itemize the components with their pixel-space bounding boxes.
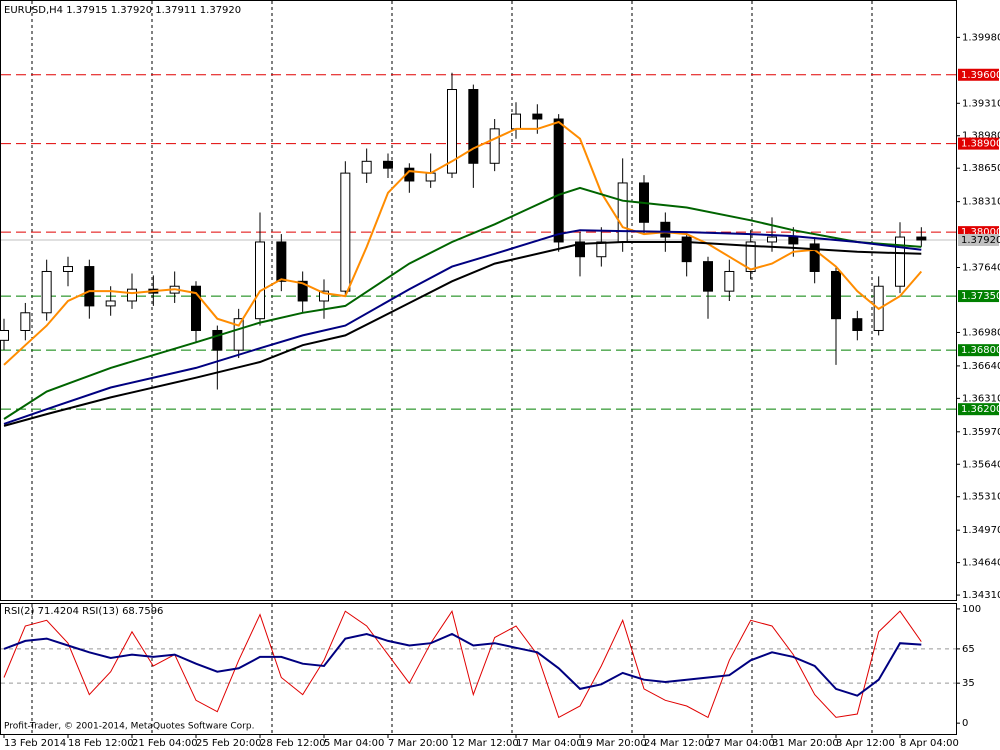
x-tick-label: 13 Feb 2014	[4, 738, 66, 749]
x-tick-label: 18 Feb 12:00	[68, 738, 134, 749]
candle-body	[916, 236, 927, 241]
y-tick-label: 1.37640	[962, 263, 1000, 274]
candle-body	[361, 160, 372, 174]
rsi-line	[3, 609, 922, 719]
candle-body	[660, 221, 671, 238]
x-tick-label: 7 Mar 20:00	[388, 738, 448, 749]
candle-body	[489, 128, 500, 164]
candle-body	[617, 182, 628, 243]
level-tag	[958, 290, 999, 303]
candle-body	[703, 261, 713, 292]
candle-body	[681, 236, 692, 263]
x-tick-label: 12 Mar 12:00	[452, 738, 519, 749]
candle-body	[255, 241, 265, 320]
moving-average	[3, 186, 922, 420]
level-label: 1.37350	[961, 291, 1000, 302]
rsi-line	[3, 632, 922, 697]
candle-body	[788, 236, 799, 245]
candle-body	[809, 243, 820, 272]
candle-body	[745, 241, 756, 272]
level-tag	[958, 137, 999, 150]
candle-body	[383, 160, 393, 169]
candle-body	[511, 113, 521, 130]
x-tick-label: 3 Apr 12:00	[836, 738, 895, 749]
y-tick-label: 1.34310	[962, 590, 1000, 601]
candle-body	[895, 236, 905, 287]
level-label: 1.36800	[961, 345, 1000, 356]
y-tick-label: 1.39310	[962, 98, 1000, 109]
footer: Profit-Trader, © 2001-2014, MetaQuotes S…	[4, 722, 254, 732]
y-tick-label: 1.36980	[962, 327, 1000, 338]
level-tag	[958, 403, 999, 416]
y-tick-label: 1.38650	[962, 163, 1000, 174]
y-tick-label: 1.35970	[962, 427, 1000, 438]
candle-body	[212, 329, 223, 351]
y-tick-label: 100	[962, 604, 981, 615]
candle-body	[852, 318, 863, 331]
level-label: 1.38900	[961, 139, 1000, 150]
y-tick-label: 1.35310	[962, 492, 1000, 503]
x-tick-label: 21 Feb 04:00	[132, 738, 198, 749]
y-tick-label: 1.34640	[962, 558, 1000, 569]
moving-average	[3, 229, 922, 425]
candle-body	[20, 312, 31, 331]
candle-body	[105, 300, 116, 307]
level-tag	[958, 344, 999, 357]
candle-body	[127, 288, 137, 302]
candle-body	[425, 172, 436, 182]
x-tick-label: 17 Mar 04:00	[516, 738, 583, 749]
y-tick-label: 0	[962, 718, 968, 729]
candle-body	[767, 236, 777, 243]
y-tick-label: 1.36310	[962, 393, 1000, 404]
candle-body	[468, 89, 479, 164]
candle-body	[596, 241, 607, 258]
candle-body	[319, 290, 329, 302]
moving-average	[3, 120, 923, 366]
separators	[31, 1, 873, 734]
level-tag	[958, 68, 999, 81]
price-panel	[0, 0, 957, 601]
price-label: 1.37920	[961, 235, 1000, 246]
x-tick-label: 5 Mar 04:00	[324, 738, 384, 749]
x-tick-label: 27 Mar 04:00	[708, 738, 775, 749]
candle-body	[831, 270, 841, 320]
y-tick-label: 1.38980	[962, 131, 1000, 142]
x-tick-label: 25 Feb 20:00	[196, 738, 262, 749]
rsi-title: RSI(2) 71.4204 RSI(13) 68.7596	[4, 606, 163, 617]
candle-body	[447, 89, 457, 174]
y-tick-label: 1.39980	[962, 32, 1000, 43]
candle-body	[84, 266, 95, 307]
y-tick-label: 1.36640	[962, 361, 1000, 372]
price-tag	[958, 234, 999, 246]
chart-title: EURUSD,H4 1.37915 1.37920 1.37911 1.3792…	[4, 5, 241, 16]
candle-body	[340, 172, 351, 292]
moving-average	[3, 241, 922, 427]
candle-body	[532, 113, 543, 120]
x-tick-label: 28 Feb 12:00	[260, 738, 326, 749]
candle-body	[575, 241, 585, 258]
candle-body	[41, 270, 52, 314]
y-tick-label: 1.35640	[962, 459, 1000, 470]
candle-body	[297, 280, 308, 302]
rsi-panel	[0, 603, 957, 735]
x-tick-label: 31 Mar 20:00	[772, 738, 839, 749]
candle-body	[0, 329, 9, 341]
candle-body	[553, 118, 564, 243]
y-tick-label: 65	[962, 644, 975, 655]
x-tick-label: 8 Apr 04:00	[900, 738, 959, 749]
candle-body	[191, 285, 201, 331]
candle-body	[233, 318, 244, 351]
y-tick-label: 1.34970	[962, 525, 1000, 536]
y-tick-label: 35	[962, 678, 975, 689]
y-tick-label: 1.38310	[962, 197, 1000, 208]
candle-body	[276, 241, 287, 282]
level-label: 1.39600	[961, 70, 1000, 81]
level-label: 1.38000	[961, 227, 1000, 238]
x-tick-label: 19 Mar 20:00	[580, 738, 647, 749]
candle-body	[63, 266, 73, 272]
x-tick-label: 24 Mar 12:00	[644, 738, 711, 749]
level-label: 1.36200	[961, 404, 1000, 415]
candle-body	[724, 270, 735, 292]
